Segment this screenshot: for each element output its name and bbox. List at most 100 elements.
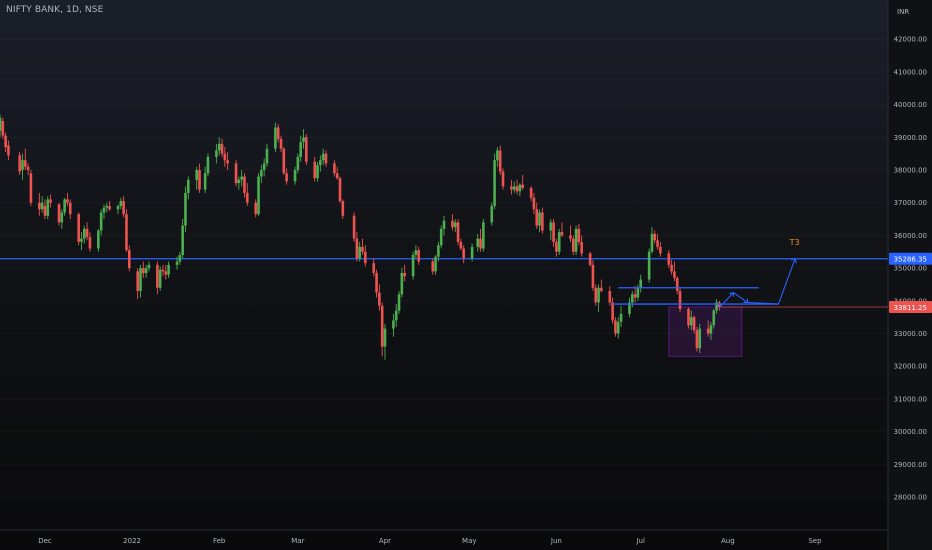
- candle-up: [557, 232, 561, 252]
- candle-up: [175, 261, 179, 265]
- price-axis-panel: [888, 0, 932, 550]
- candle-down: [68, 202, 72, 215]
- candle-up: [257, 176, 260, 215]
- candle-down: [608, 290, 612, 303]
- currency-label: INR: [897, 8, 909, 16]
- candle-up: [102, 207, 106, 213]
- candle-down: [580, 241, 583, 254]
- candle-up: [260, 170, 263, 177]
- candle-up: [293, 170, 297, 182]
- candle-down: [305, 137, 308, 162]
- candle-down: [254, 202, 258, 215]
- x-tick-label: Dec: [38, 537, 52, 545]
- candle-up: [647, 251, 651, 280]
- candle-up: [397, 294, 401, 311]
- candle-up: [119, 201, 123, 206]
- x-tick-label: Mar: [291, 537, 304, 545]
- candle-up: [434, 256, 437, 272]
- candle-up: [237, 179, 241, 184]
- candle-up: [496, 150, 499, 161]
- candle-up: [195, 170, 199, 180]
- candle-down: [594, 287, 598, 303]
- candle-down: [541, 212, 544, 231]
- y-tick-label: 36000.00: [894, 232, 927, 240]
- candle-up: [698, 328, 702, 349]
- candle-up: [512, 186, 516, 190]
- y-tick-label: 31000.00: [894, 395, 927, 403]
- x-tick-label: 2022: [123, 537, 141, 545]
- candle-up: [411, 255, 415, 277]
- candle-down: [355, 238, 359, 259]
- candle-up: [184, 192, 187, 226]
- candle-down: [156, 264, 159, 288]
- candle-up: [715, 302, 718, 311]
- candle-down: [560, 232, 564, 236]
- support-price-tag: [889, 252, 932, 265]
- candle-down: [285, 173, 288, 182]
- candle-down: [161, 269, 165, 272]
- x-tick-label: Apr: [379, 537, 391, 545]
- y-tick-label: 28000.00: [894, 494, 927, 502]
- candle-up: [650, 233, 654, 252]
- candle-up: [482, 222, 485, 249]
- candle-up: [178, 255, 182, 262]
- candle-down: [462, 248, 465, 259]
- candle-down: [588, 253, 592, 265]
- candle-down: [600, 287, 603, 291]
- candle-up: [636, 287, 640, 298]
- candle-down: [23, 160, 27, 167]
- candle-up: [296, 156, 300, 170]
- candle-down: [136, 271, 139, 291]
- candle-down: [341, 201, 345, 216]
- candle-up: [709, 325, 713, 334]
- candle-down: [667, 253, 671, 265]
- candle-up: [437, 245, 440, 257]
- candle-down: [220, 143, 224, 154]
- candle-down: [88, 237, 92, 249]
- candle-down: [352, 215, 356, 239]
- candle-down: [26, 166, 30, 170]
- candle-down: [380, 305, 384, 347]
- candle-up: [392, 320, 395, 329]
- y-tick-label: 35000.00: [894, 265, 927, 273]
- candle-down: [611, 302, 614, 321]
- candle-up: [358, 246, 361, 259]
- candle-up: [630, 294, 634, 303]
- candle-up: [139, 268, 142, 291]
- candle-down: [529, 187, 533, 198]
- candle-down: [501, 171, 505, 187]
- candle-down: [142, 268, 145, 274]
- candle-down: [417, 250, 421, 262]
- candle-up: [206, 156, 210, 174]
- candle-up: [299, 142, 302, 157]
- candle-up: [470, 246, 474, 259]
- annotation-layer: T3: [612, 238, 800, 308]
- candle-down: [521, 184, 524, 188]
- candle-up: [40, 202, 44, 210]
- candle-down: [659, 246, 662, 254]
- candle-down: [670, 264, 673, 272]
- y-tick-label: 42000.00: [894, 36, 927, 44]
- candle-down: [364, 251, 367, 264]
- candle-down: [4, 135, 7, 148]
- candle-up: [83, 228, 86, 239]
- candle-down: [276, 127, 280, 139]
- candle-up: [321, 153, 325, 161]
- candle-down: [673, 271, 676, 278]
- candle-up: [414, 250, 418, 256]
- candle-down: [555, 241, 558, 252]
- candle-down: [692, 317, 696, 331]
- candle-up: [46, 199, 50, 216]
- candle-up: [597, 287, 600, 303]
- candle-up: [574, 228, 578, 252]
- candle-down: [108, 205, 111, 210]
- candle-up: [203, 173, 207, 190]
- candle-up: [712, 310, 716, 326]
- candle-down: [282, 148, 286, 174]
- candle-down: [535, 209, 539, 226]
- candle-up: [316, 165, 319, 179]
- candle-down: [571, 238, 575, 252]
